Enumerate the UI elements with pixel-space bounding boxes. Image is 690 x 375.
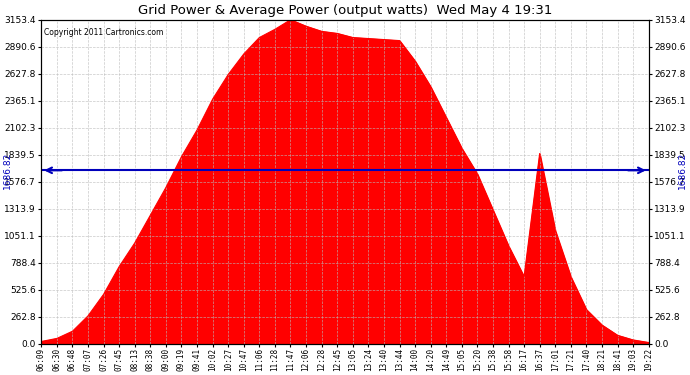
Text: Copyright 2011 Cartronics.com: Copyright 2011 Cartronics.com: [44, 28, 164, 37]
Title: Grid Power & Average Power (output watts)  Wed May 4 19:31: Grid Power & Average Power (output watts…: [138, 4, 552, 17]
Text: 1686.82: 1686.82: [678, 152, 687, 189]
Text: 1686.82: 1686.82: [3, 152, 12, 189]
